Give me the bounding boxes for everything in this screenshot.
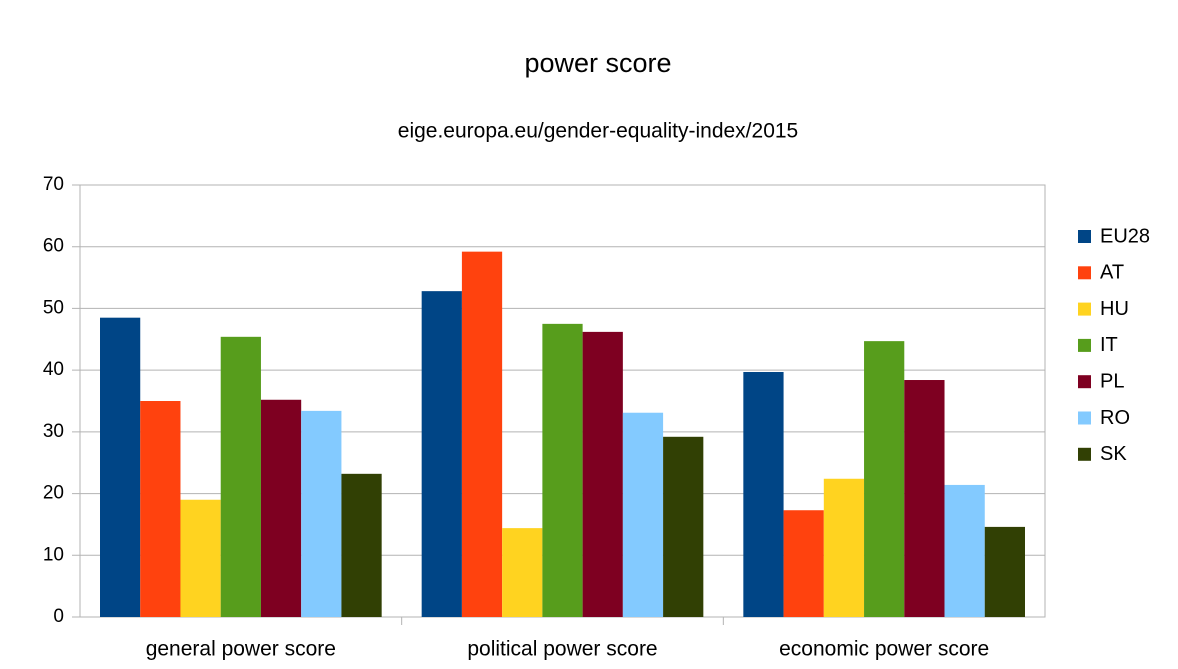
bar	[984, 526, 1025, 617]
legend-label: PL	[1100, 370, 1124, 392]
legend-label: EU28	[1100, 225, 1150, 247]
x-tick-label: general power score	[146, 638, 336, 661]
legend-swatch	[1078, 338, 1091, 352]
bar	[944, 484, 985, 617]
x-tick-label: economic power score	[779, 638, 989, 661]
chart-subtitle: eige.europa.eu/gender-equality-index/201…	[398, 120, 798, 143]
legend-swatch	[1078, 302, 1091, 316]
bar	[100, 317, 141, 617]
bar	[864, 341, 905, 617]
bar	[180, 499, 221, 617]
bar	[502, 528, 543, 617]
bar	[260, 399, 302, 617]
bar	[622, 412, 664, 617]
legend-swatch	[1078, 230, 1091, 243]
bar	[220, 336, 261, 617]
legend-swatch	[1078, 266, 1091, 280]
bar	[461, 251, 503, 617]
bar	[542, 323, 583, 617]
y-tick-label: 70	[43, 174, 64, 195]
y-tick-label: 40	[43, 359, 64, 380]
y-tick-label: 10	[43, 544, 64, 565]
bar	[904, 380, 945, 617]
bar	[301, 410, 342, 617]
bar	[140, 401, 181, 617]
legend-label: SK	[1100, 443, 1127, 465]
x-tick-label: political power score	[467, 638, 657, 661]
y-tick-label: 30	[43, 421, 64, 442]
bar	[421, 291, 462, 617]
y-tick-label: 20	[43, 483, 64, 504]
bar	[582, 331, 623, 617]
chart-title: power score	[524, 48, 671, 78]
legend-label: RO	[1100, 407, 1130, 429]
legend-label: HU	[1100, 298, 1129, 320]
y-tick-label: 50	[43, 297, 64, 318]
bar	[783, 510, 824, 617]
legend-label: AT	[1100, 262, 1124, 284]
legend-swatch	[1078, 447, 1091, 461]
bar	[663, 436, 704, 617]
bar	[341, 473, 382, 617]
bar	[823, 478, 865, 617]
bar	[743, 371, 784, 617]
y-tick-label: 0	[53, 606, 64, 627]
legend-label: IT	[1100, 334, 1118, 356]
y-tick-label: 60	[43, 236, 64, 257]
legend-swatch	[1078, 411, 1091, 425]
legend-swatch	[1078, 375, 1091, 389]
